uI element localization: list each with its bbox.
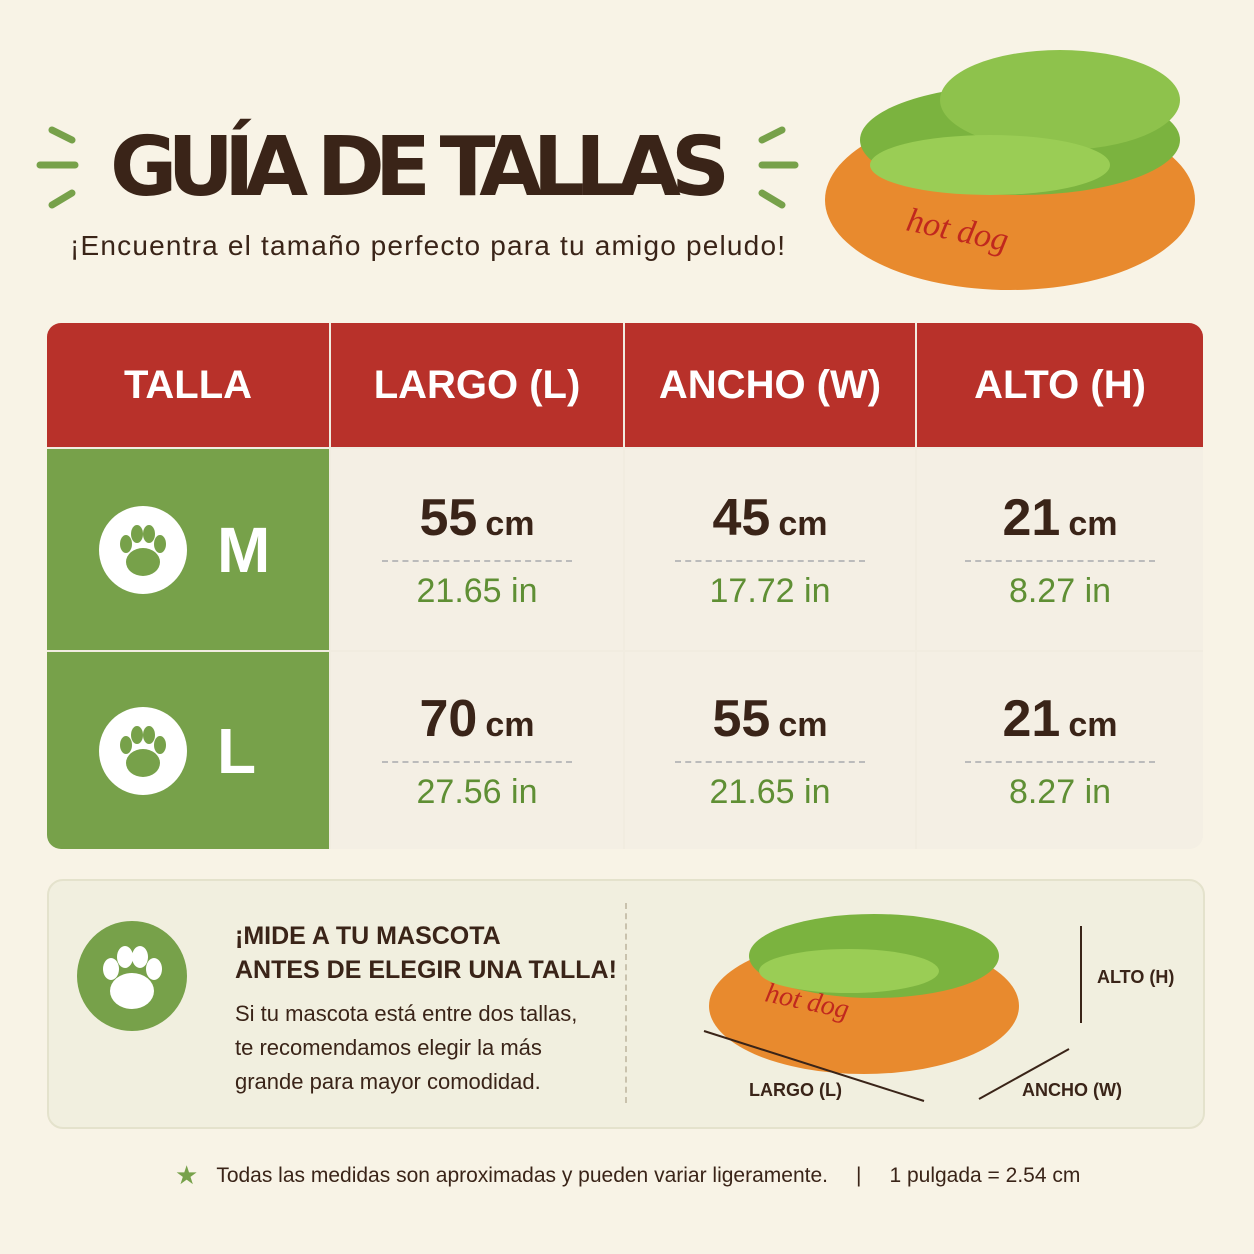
- cm-unit: cm: [778, 505, 828, 543]
- tip-box: ¡MIDE A TU MASCOTA ANTES DE ELEGIR UNA T…: [47, 879, 1205, 1129]
- column-header: ALTO (H): [917, 323, 1203, 447]
- cm-value: 45 cm: [713, 488, 828, 548]
- cm-value: 21 cm: [1003, 689, 1118, 749]
- size-cell: L: [47, 652, 329, 849]
- title: GUÍA DE TALLAS: [110, 119, 730, 215]
- column-header: ANCHO (W): [625, 323, 915, 447]
- bed-diagram: hot dog ALTO (H) LARGO (L) ANCHO (W): [703, 914, 1174, 1102]
- cm-number: 55: [419, 489, 478, 547]
- decor: [36, 126, 799, 209]
- inch-value: 21.65 in: [675, 761, 865, 812]
- inch-value: 8.27 in: [965, 560, 1155, 611]
- cm-unit: cm: [1068, 706, 1118, 744]
- footer: ★ Todas las medidas son aproximadas y pu…: [175, 1160, 1080, 1191]
- dimension-label: LARGO (L): [749, 1080, 842, 1100]
- footer-conversion: 1 pulgada = 2.54 cm: [889, 1163, 1081, 1187]
- cm-unit: cm: [1068, 505, 1118, 543]
- measure-cell: 21 cm 8.27 in: [917, 652, 1203, 849]
- dimension-label: ANCHO (W): [1022, 1080, 1122, 1100]
- header-graphics: GUÍA DE TALLAS ¡Encuentra el tamaño perf…: [36, 50, 1195, 290]
- inch-value: 17.72 in: [675, 560, 865, 611]
- divider: [625, 903, 627, 1103]
- cm-value: 70 cm: [420, 689, 535, 749]
- size-cell: M: [47, 449, 329, 650]
- size-table: TALLA LARGO (L) ANCHO (W) ALTO (H) M 55 cm…: [47, 323, 1203, 849]
- cm-unit: cm: [485, 706, 535, 744]
- measure-cell: 70 cm 27.56 in: [331, 652, 623, 849]
- tip-title-line: ANTES DE ELEGIR UNA TALLA!: [235, 956, 617, 984]
- separator: |: [855, 1163, 862, 1187]
- tip-title-line: ¡MIDE A TU MASCOTA: [235, 922, 501, 950]
- tip-title: ¡MIDE A TU MASCOTA ANTES DE ELEGIR UNA T…: [235, 919, 617, 987]
- footer-note: Todas las medidas son aproximadas y pued…: [216, 1163, 828, 1187]
- cm-number: 45: [712, 489, 771, 547]
- inch-value: 8.27 in: [965, 761, 1155, 812]
- size-label: M: [217, 513, 271, 586]
- inch-value: 27.56 in: [382, 761, 572, 812]
- cm-number: 55: [712, 690, 771, 748]
- paw-icon: [99, 505, 187, 594]
- cm-value: 55 cm: [713, 689, 828, 749]
- star-icon: ★: [175, 1160, 199, 1190]
- subtitle: ¡Encuentra el tamaño perfecto para tu am…: [70, 230, 785, 261]
- size-label: L: [217, 714, 257, 787]
- dimension-label: ALTO (H): [1097, 967, 1174, 987]
- cm-unit: cm: [778, 706, 828, 744]
- measure-cell: 21 cm 8.27 in: [917, 449, 1203, 650]
- paw-icon: [99, 706, 187, 795]
- dimension-arrows: [703, 926, 1082, 1102]
- bed-image: hot dog: [825, 50, 1195, 290]
- cm-number: 70: [419, 690, 478, 748]
- measure-cell: 55 cm 21.65 in: [625, 652, 915, 849]
- cm-value: 21 cm: [1003, 488, 1118, 548]
- column-header: LARGO (L): [331, 323, 623, 447]
- measure-cell: 55 cm 21.65 in: [331, 449, 623, 650]
- tip-text: Si tu mascota está entre dos tallas, te …: [235, 1001, 578, 1094]
- column-header: TALLA: [47, 323, 329, 447]
- cm-value: 55 cm: [420, 488, 535, 548]
- cm-number: 21: [1002, 690, 1061, 748]
- cm-number: 21: [1002, 489, 1061, 547]
- measure-cell: 45 cm 17.72 in: [625, 449, 915, 650]
- paw-badge: [77, 921, 187, 1031]
- cm-unit: cm: [485, 505, 535, 543]
- inch-value: 21.65 in: [382, 560, 572, 611]
